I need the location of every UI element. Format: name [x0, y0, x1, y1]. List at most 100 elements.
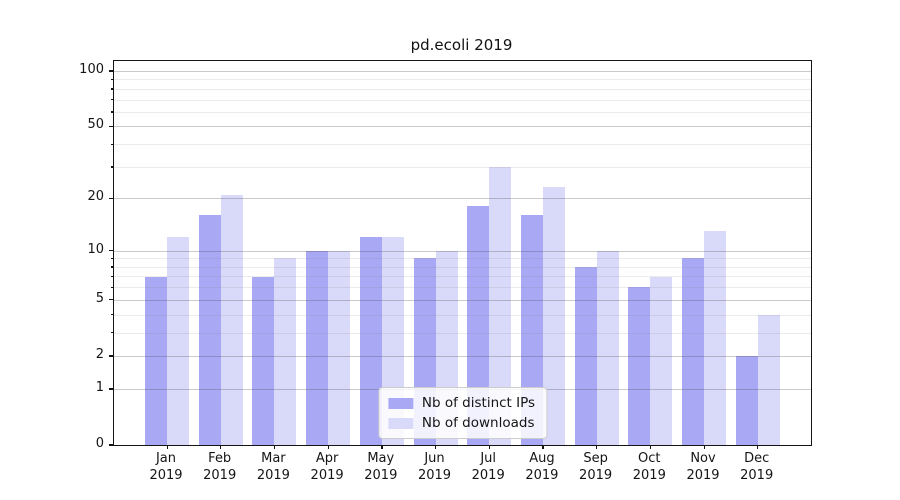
x-tick-label: Mar 2019	[243, 451, 303, 484]
y-tick-label: 5	[95, 290, 104, 306]
minor-gridline	[114, 79, 811, 81]
bar-downloads	[757, 314, 780, 445]
legend-item-distinct-ips: Nb of distinct IPs	[387, 395, 535, 411]
major-gridline	[114, 126, 811, 128]
x-tick	[166, 445, 168, 449]
minor-gridline	[114, 276, 811, 278]
x-tick-label-year: 2019	[256, 467, 290, 483]
y-tick-label: 20	[87, 189, 104, 205]
minor-gridline	[114, 287, 811, 289]
major-gridline	[114, 355, 811, 357]
y-minor-tick	[110, 275, 113, 278]
x-tick-label-year: 2019	[632, 467, 666, 483]
x-tick-label-year: 2019	[149, 467, 183, 483]
x-tick	[220, 445, 222, 449]
x-tick-label-year: 2019	[364, 467, 398, 483]
bar-downloads	[596, 250, 619, 445]
x-tick	[435, 445, 437, 449]
legend-swatch-downloads-icon	[387, 417, 413, 429]
x-tick-label: Aug 2019	[512, 451, 572, 484]
minor-gridline	[114, 111, 811, 113]
y-major-tick	[109, 299, 113, 301]
x-tick	[596, 445, 598, 449]
bar-distinct-ips	[359, 237, 382, 445]
bar-downloads	[220, 194, 243, 445]
y-minor-tick	[110, 111, 113, 113]
bar-distinct-ips	[628, 287, 651, 445]
y-tick-label: 0	[95, 436, 104, 451]
y-tick-label: 100	[79, 62, 104, 77]
x-tick	[488, 445, 490, 449]
y-major-tick	[109, 444, 113, 446]
y-minor-tick	[110, 88, 113, 90]
x-tick-label-year: 2019	[203, 467, 237, 483]
bar-distinct-ips	[252, 276, 275, 445]
x-tick-label-year: 2019	[740, 467, 774, 483]
bar-distinct-ips	[145, 276, 167, 445]
minor-gridline	[114, 88, 811, 90]
x-tick-label-year: 2019	[579, 467, 613, 483]
legend-swatch-distinct-ips-icon	[387, 397, 413, 409]
x-tick	[703, 445, 705, 449]
minor-gridline	[114, 99, 811, 101]
x-tick	[273, 445, 276, 449]
y-major-tick	[109, 388, 113, 390]
x-tick-label: Jun 2019	[405, 451, 465, 484]
major-gridline	[114, 250, 811, 252]
y-major-tick	[109, 70, 113, 72]
bar-downloads	[704, 231, 726, 445]
legend-item-downloads: Nb of downloads	[387, 415, 535, 431]
bar-distinct-ips	[735, 355, 758, 445]
x-tick-label: Apr 2019	[297, 451, 357, 484]
plot-area: Nb of distinct IPs Nb of downloads	[109, 60, 812, 449]
y-major-tick	[109, 355, 113, 357]
bar-distinct-ips	[467, 206, 490, 445]
bar-distinct-ips	[682, 258, 704, 445]
y-minor-tick	[110, 143, 113, 145]
y-major-tick	[109, 125, 113, 128]
legend: Nb of distinct IPs Nb of downloads	[377, 387, 548, 439]
minor-gridline	[114, 266, 811, 268]
x-tick-label-year: 2019	[417, 467, 452, 483]
x-tick	[327, 445, 329, 449]
bar-distinct-ips	[574, 266, 597, 445]
minor-gridline	[114, 144, 811, 146]
chart-title: pd.ecoli 2019	[410, 36, 513, 54]
x-tick	[381, 445, 383, 449]
y-minor-tick	[110, 286, 113, 289]
x-tick-label: Sep 2019	[566, 451, 626, 484]
major-gridline	[114, 198, 811, 200]
y-minor-tick	[110, 99, 113, 101]
y-minor-tick	[110, 78, 113, 81]
y-minor-tick	[110, 266, 113, 268]
y-major-tick	[109, 197, 113, 199]
x-tick-label: Feb 2019	[190, 451, 250, 484]
x-tick-label-year: 2019	[525, 467, 559, 483]
bar-distinct-ips	[306, 250, 329, 445]
y-tick-label: 10	[87, 241, 104, 257]
x-tick-label: Dec 2019	[727, 451, 787, 484]
bar-downloads	[542, 187, 565, 445]
x-tick-label-year: 2019	[310, 467, 344, 483]
y-minor-tick	[110, 257, 113, 260]
x-tick	[542, 445, 544, 449]
y-minor-tick	[110, 166, 113, 168]
x-tick-label: Nov 2019	[673, 451, 733, 484]
x-tick-label: Oct 2019	[619, 451, 679, 484]
bar-downloads	[167, 237, 189, 445]
minor-gridline	[114, 314, 811, 316]
major-gridline	[114, 71, 811, 72]
x-tick	[649, 445, 652, 449]
bar-downloads	[274, 258, 297, 445]
y-minor-tick	[110, 314, 113, 316]
bar-downloads	[328, 250, 351, 445]
x-tick-label-year: 2019	[686, 467, 720, 483]
y-minor-tick	[110, 332, 113, 334]
x-tick-label: May 2019	[351, 451, 411, 484]
major-gridline	[114, 299, 811, 301]
x-tick-label: Jul 2019	[458, 451, 518, 484]
minor-gridline	[114, 258, 811, 260]
bar-distinct-ips	[198, 215, 221, 445]
y-tick-label: 1	[95, 379, 104, 395]
